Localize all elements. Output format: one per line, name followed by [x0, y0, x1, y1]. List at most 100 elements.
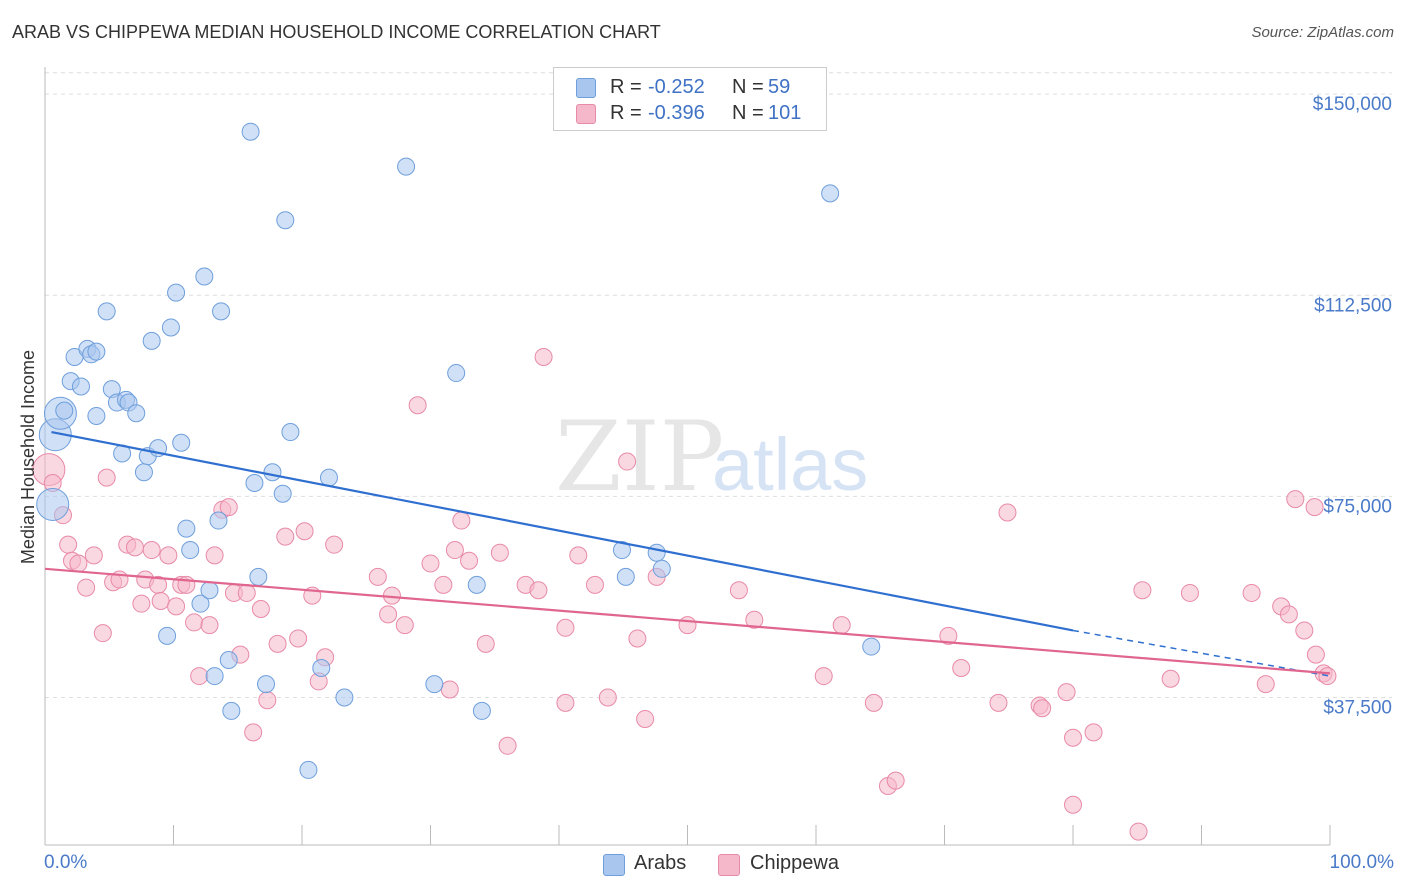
- x-axis-max-label: 100.0%: [1329, 852, 1394, 873]
- chippewa-point: [408, 396, 427, 415]
- chippewa-point: [678, 616, 697, 635]
- chippewa-point: [636, 709, 655, 728]
- chippewa-point: [219, 498, 238, 517]
- chippewa-point: [534, 347, 553, 366]
- arabs-point: [249, 567, 268, 586]
- watermark-zip: ZIP: [555, 401, 724, 513]
- chippewa-point: [490, 543, 509, 562]
- arabs-point: [191, 594, 210, 613]
- y-axis-label: Median Household Income: [18, 350, 38, 564]
- chippewa-point: [1084, 723, 1103, 742]
- y-tick-label: $150,000: [1313, 94, 1392, 115]
- chippewa-point: [1129, 822, 1148, 841]
- arabs-point: [158, 626, 177, 645]
- chippewa-points: [32, 347, 1337, 841]
- y-tick-label: $37,500: [1323, 698, 1392, 719]
- chippewa-point: [952, 659, 971, 678]
- chippewa-point: [185, 613, 204, 632]
- chippewa-point: [864, 693, 883, 712]
- arabs-point: [142, 331, 161, 350]
- chippewa-point: [989, 693, 1008, 712]
- chippewa-point: [1242, 583, 1261, 602]
- legend-n-label: N =: [732, 76, 764, 98]
- chippewa-point: [460, 551, 479, 570]
- legend-r-label: R =: [610, 102, 642, 124]
- arabs-point: [200, 581, 219, 600]
- source-credit: Source: ZipAtlas.com: [1251, 24, 1394, 41]
- arabs-point: [312, 659, 331, 678]
- arabs-point: [862, 637, 881, 656]
- chippewa-point: [598, 688, 617, 707]
- chippewa-point: [1306, 645, 1325, 664]
- arabs-legend-swatch: [603, 854, 625, 876]
- arabs-point: [177, 519, 196, 538]
- arabs-point: [205, 667, 224, 686]
- chippewa-point: [1279, 605, 1298, 624]
- chippewa-point: [258, 691, 277, 710]
- arabs-point: [447, 364, 466, 383]
- chippewa-point: [132, 594, 151, 613]
- chippewa-point: [440, 680, 459, 699]
- chippewa-point: [289, 629, 308, 648]
- chippewa-point: [939, 626, 958, 645]
- chippewa-point: [1064, 728, 1082, 747]
- arabs-point: [263, 463, 282, 482]
- arabs-point: [335, 688, 354, 707]
- chippewa-swatch: [576, 104, 596, 124]
- chippewa-point: [237, 583, 256, 602]
- chippewa-point: [268, 634, 287, 653]
- chippewa-point: [159, 546, 178, 565]
- chippewa-point: [745, 610, 764, 629]
- arabs-point: [299, 760, 318, 779]
- arabs-point: [87, 342, 106, 361]
- chippewa-point: [69, 554, 88, 573]
- arabs-point: [134, 463, 153, 482]
- chippewa-point: [434, 575, 453, 594]
- arabs-trend-line: [51, 430, 1074, 632]
- chippewa-point: [167, 597, 186, 616]
- chippewa-point: [251, 600, 270, 619]
- chippewa-point: [97, 468, 116, 487]
- chippewa-point: [556, 693, 575, 712]
- arabs-point: [273, 484, 292, 503]
- arabs-point: [161, 318, 180, 337]
- watermark-atlas: atlas: [712, 423, 868, 506]
- arabs-point: [397, 157, 416, 176]
- arabs-point: [612, 541, 631, 560]
- arabs-point: [241, 122, 260, 141]
- chippewa-point: [1256, 675, 1275, 694]
- legend-n-label: N =: [732, 102, 764, 124]
- arabs-legend-label: Arabs: [634, 852, 687, 874]
- arabs-point: [257, 675, 276, 694]
- chippewa-point: [93, 624, 112, 643]
- chippewa-legend-swatch: [718, 854, 740, 876]
- chippewa-point: [1057, 683, 1076, 702]
- chippewa-point: [125, 538, 144, 557]
- chippewa-point: [529, 581, 548, 600]
- arabs-point: [647, 543, 666, 562]
- arabs-point: [209, 511, 228, 530]
- legend-n-value: 101: [768, 102, 802, 124]
- arabs-swatch: [576, 78, 596, 98]
- arabs-point: [127, 404, 146, 423]
- chippewa-point: [421, 554, 440, 573]
- chippewa-point: [276, 527, 295, 546]
- chippewa-point: [379, 605, 398, 624]
- chippewa-point: [498, 736, 517, 755]
- chippewa-point: [452, 511, 471, 530]
- chippewa-point: [1033, 699, 1052, 718]
- chippewa-point: [628, 629, 647, 648]
- chippewa-point: [886, 771, 905, 790]
- chippewa-point: [814, 667, 833, 686]
- legend-r-value: -0.252: [648, 76, 705, 98]
- chippewa-point: [998, 503, 1017, 522]
- legend-r-value: -0.396: [648, 102, 705, 124]
- arabs-point: [212, 302, 231, 321]
- chippewa-point: [1286, 490, 1305, 509]
- chippewa-point: [368, 567, 387, 586]
- chart-title: ARAB VS CHIPPEWA MEDIAN HOUSEHOLD INCOME…: [12, 22, 661, 42]
- chippewa-point: [729, 581, 748, 600]
- chippewa-point: [445, 541, 464, 560]
- arabs-point: [319, 468, 338, 487]
